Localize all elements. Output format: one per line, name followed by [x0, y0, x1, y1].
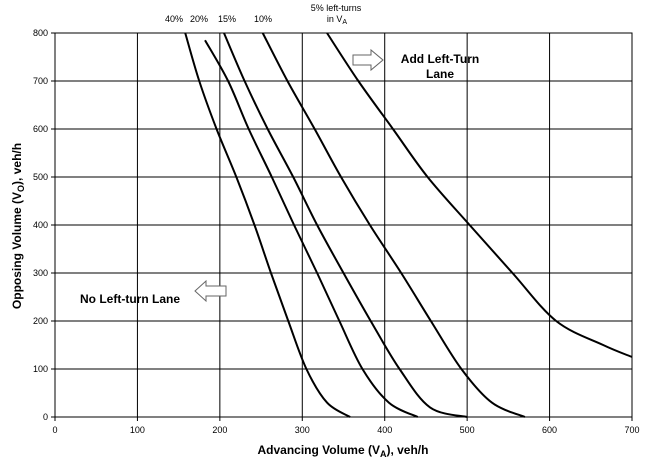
y-tick-label: 400: [33, 220, 48, 230]
y-tick-label: 0: [43, 412, 48, 422]
left-arrow-icon: [194, 279, 227, 303]
x-tick-label: 300: [295, 425, 310, 435]
x-tick-label: 700: [624, 425, 639, 435]
y-tick-label: 300: [33, 268, 48, 278]
y-tick-label: 500: [33, 172, 48, 182]
series-line-15pct: [223, 32, 468, 418]
x-axis-title: Advancing Volume (VA), veh/h: [258, 443, 429, 459]
x-tick-label: 400: [377, 425, 392, 435]
series-line-40pct: [184, 32, 351, 418]
series-label-5-line1: 5% left-turns: [311, 3, 362, 13]
x-tick-label: 500: [460, 425, 475, 435]
x-tick-label: 0: [52, 425, 57, 435]
y-tick-label: 800: [33, 28, 48, 38]
x-tick-label: 200: [212, 425, 227, 435]
x-axis-ticks: 0 100 200 300 400 500 600 700: [52, 417, 640, 435]
series-line-10pct: [261, 32, 526, 418]
y-axis-ticks: 0 100 200 300 400 500 600 700 800: [33, 28, 55, 422]
series-curves: [184, 32, 633, 418]
y-tick-label: 100: [33, 364, 48, 374]
grid: [54, 32, 633, 418]
y-tick-label: 200: [33, 316, 48, 326]
right-arrow-icon: [352, 48, 384, 72]
series-line-20pct: [204, 39, 419, 418]
y-tick-label: 700: [33, 76, 48, 86]
add-lane-label-line2: Lane: [426, 67, 454, 81]
plot-area: [54, 32, 633, 418]
no-lane-label: No Left-turn Lane: [80, 292, 180, 306]
series-label-15: 15%: [218, 14, 236, 24]
x-tick-label: 600: [542, 425, 557, 435]
series-label-20: 20%: [190, 14, 208, 24]
y-axis-title: Opposing Volume (VO), veh/h: [10, 143, 26, 309]
series-label-5-line2: in VA: [327, 14, 348, 26]
x-tick-label: 100: [130, 425, 145, 435]
series-line-5pct: [326, 32, 633, 358]
y-tick-label: 600: [33, 124, 48, 134]
series-label-10: 10%: [254, 14, 272, 24]
add-lane-label-line1: Add Left-Turn: [401, 52, 479, 66]
series-label-40: 40%: [165, 14, 183, 24]
